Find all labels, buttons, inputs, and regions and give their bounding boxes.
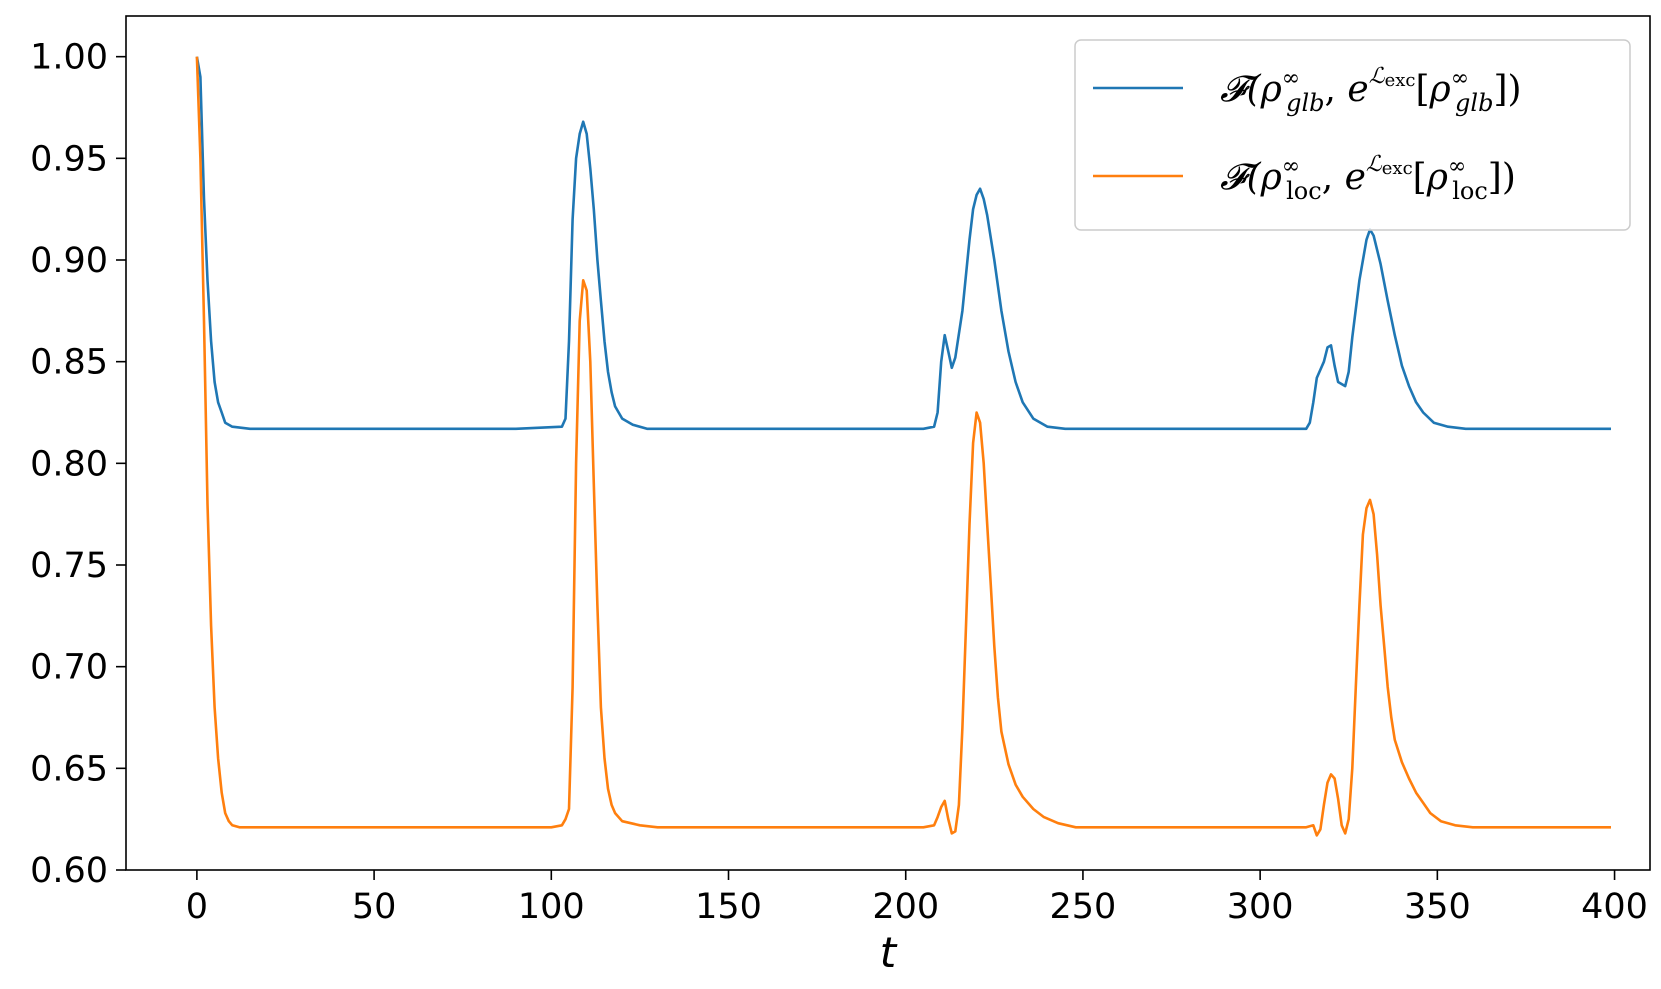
x-axis: 0 50 100 150 200 250 300 350 400 [186, 870, 1648, 927]
y-tick-label: 0.60 [30, 851, 108, 891]
legend-entry-2: 𝓕(ρ∞ loc, eℒexc[ρ∞ loc]) [1220, 152, 1516, 205]
x-tick-label: 200 [872, 887, 939, 927]
x-tick-label: 350 [1404, 887, 1471, 927]
x-tick-label: 250 [1050, 887, 1117, 927]
y-axis: 0.60 0.65 0.70 0.75 0.80 0.85 0.90 0.95 1.00 [30, 38, 126, 891]
series-layer [195, 56, 1611, 837]
x-axis-label: t [880, 928, 898, 977]
legend: 𝓕(ρ∞ glb, eℒexc[ρ∞ glb]) 𝓕(ρ∞ loc, eℒexc[ρ∞ l… [1074, 39, 1631, 231]
series-line-2 [195, 56, 1611, 837]
y-tick-label: 0.90 [30, 241, 108, 281]
y-tick-label: 0.65 [30, 749, 108, 789]
x-tick-label: 150 [695, 887, 762, 927]
x-tick-label: 100 [518, 887, 585, 927]
legend-entry-1: 𝓕(ρ∞ glb, eℒexc[ρ∞ glb]) [1220, 64, 1522, 117]
y-tick-label: 0.85 [30, 343, 108, 383]
plot-frame [125, 15, 1651, 871]
x-tick-label: 300 [1227, 887, 1294, 927]
x-tick-label: 400 [1581, 887, 1648, 927]
y-tick-label: 0.95 [30, 139, 108, 179]
y-tick-label: 0.70 [30, 648, 108, 688]
y-tick-label: 0.75 [30, 546, 108, 586]
x-tick-label: 0 [186, 887, 208, 927]
x-tick-label: 50 [352, 887, 397, 927]
legend-box [1074, 39, 1631, 231]
y-tick-label: 1.00 [30, 38, 108, 78]
series-line-1 [195, 56, 1611, 431]
y-tick-label: 0.80 [30, 444, 108, 484]
